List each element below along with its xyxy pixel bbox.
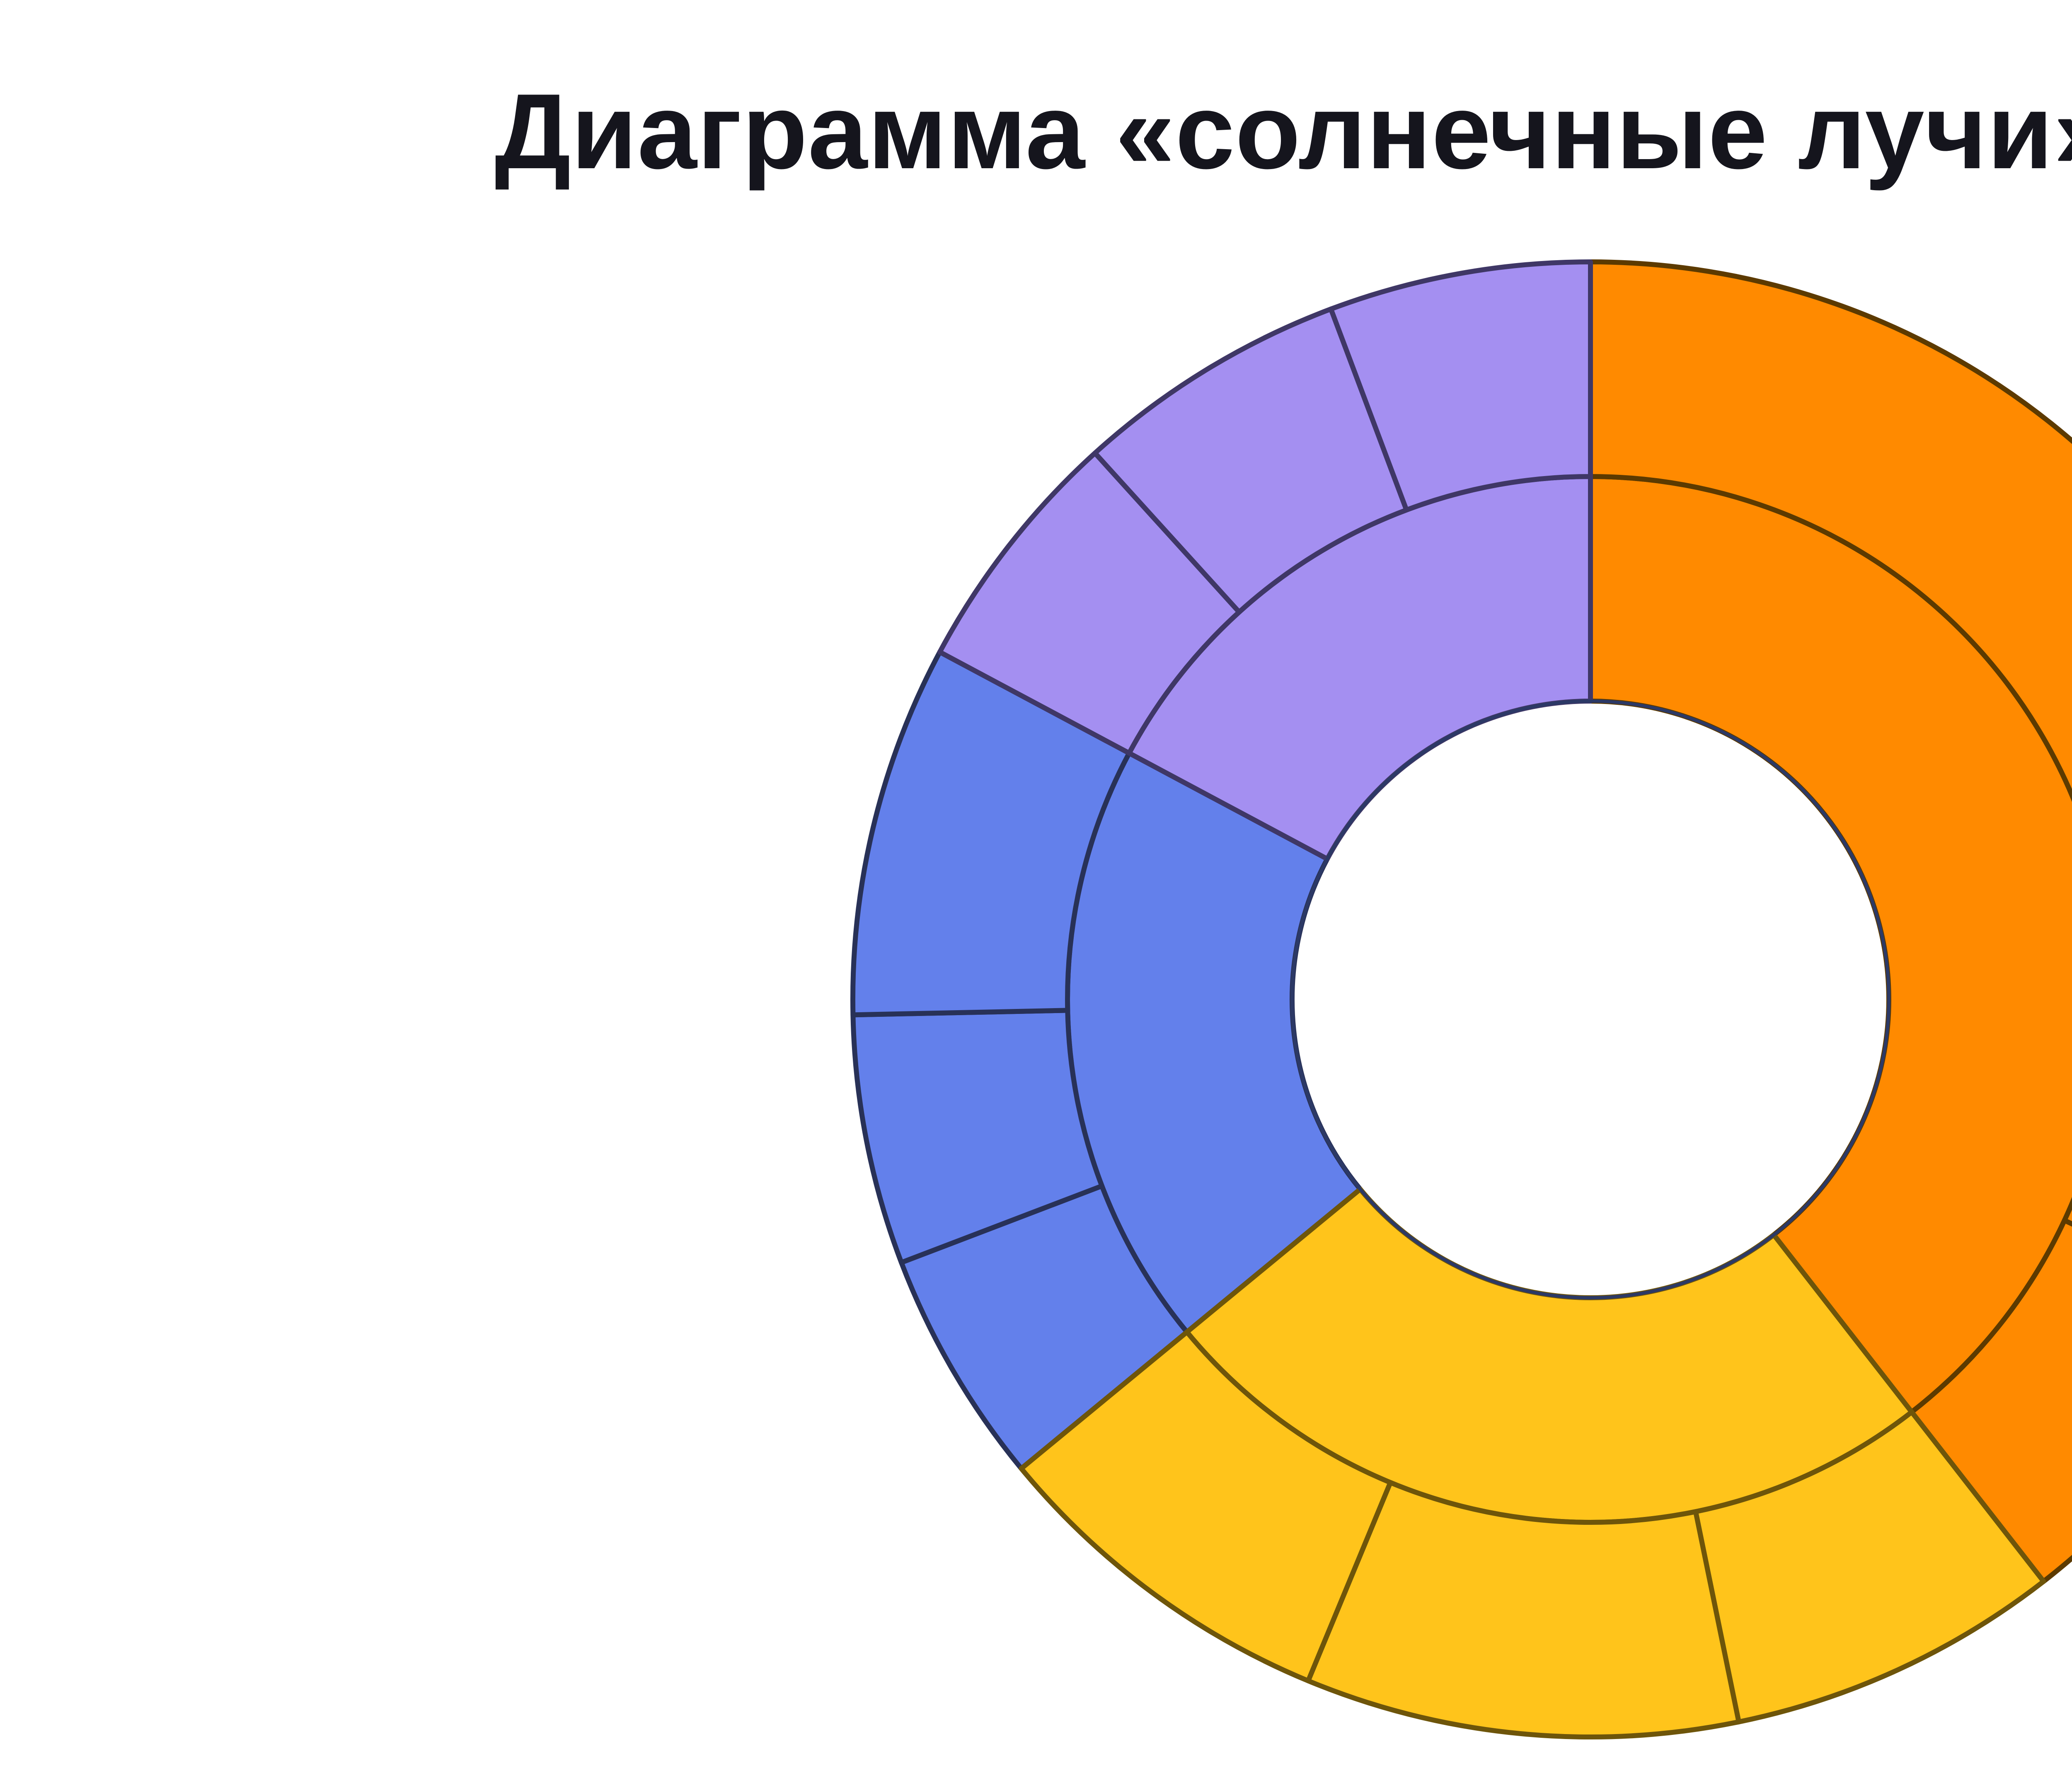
chart-title: Диаграмма «солнечные лучи» (Sunburst)	[494, 71, 2072, 191]
sunburst-outer-yellow-2[interactable]	[1305, 1480, 1741, 1739]
sunburst-outer-purple-3[interactable]	[1328, 259, 1593, 513]
sunburst-hole-outline	[1290, 699, 1890, 1299]
sunburst-outer-orange-1[interactable]	[1588, 259, 2072, 886]
sunburst-outer-yellow-3[interactable]	[1019, 1329, 1393, 1684]
